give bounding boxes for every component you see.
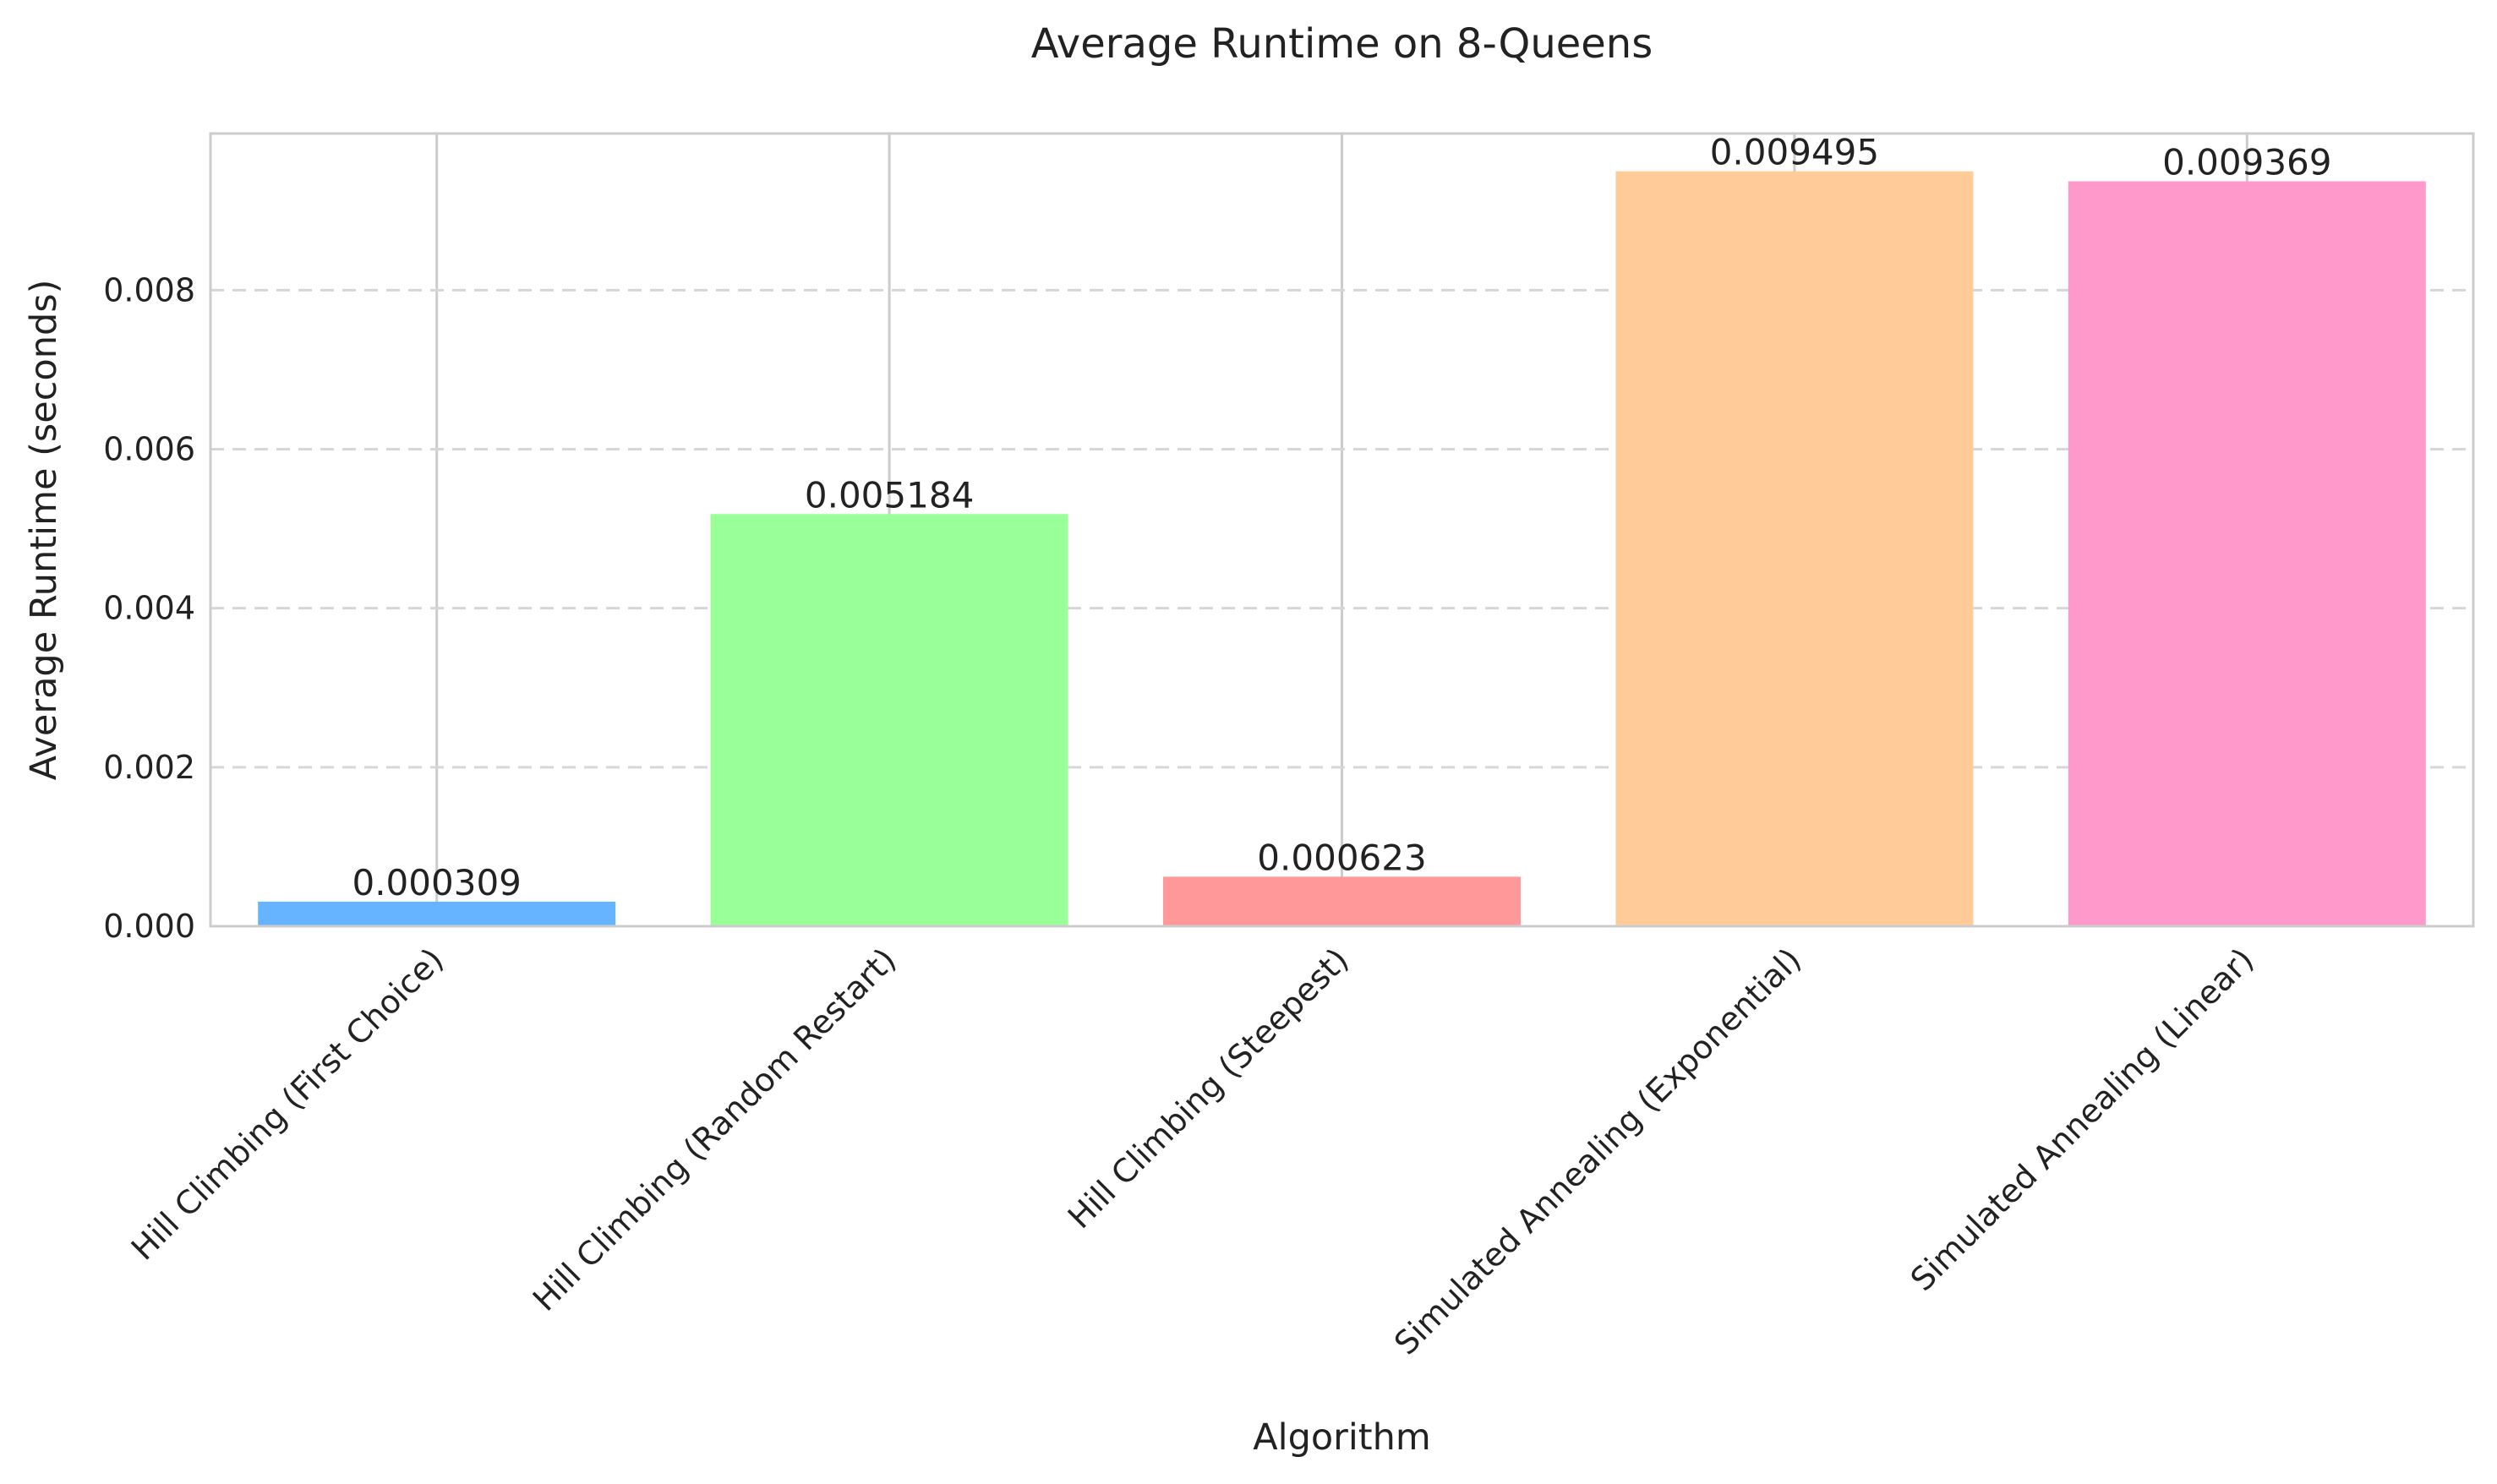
y-tick-label: 0.000: [103, 908, 195, 945]
y-axis-ticks: 0.000 0.002 0.004 0.006 0.008: [103, 271, 195, 945]
x-axis-ticks: Hill Climbing (First Choice) Hill Climbin…: [124, 941, 2261, 1361]
bar: [710, 514, 1068, 926]
value-label: 0.005184: [805, 474, 974, 516]
y-axis-label: Average Runtime (seconds): [23, 280, 65, 781]
y-tick-label: 0.002: [103, 749, 195, 786]
bars: [258, 171, 2426, 926]
bar: [2068, 181, 2426, 926]
bar: [1615, 171, 1974, 926]
x-tick-label: Hill Climbing (Steepest): [1061, 941, 1356, 1236]
bar: [1163, 876, 1521, 926]
plot-frame: [209, 132, 2475, 928]
x-tick-label: Simulated Annealing (Linear): [1904, 941, 2261, 1298]
y-tick-label: 0.008: [103, 271, 195, 308]
x-tick-label: Hill Climbing (First Choice): [124, 941, 451, 1267]
value-label: 0.009369: [2162, 142, 2331, 183]
x-axis-label: Algorithm: [1253, 1416, 1431, 1459]
value-label: 0.000309: [352, 862, 521, 903]
y-tick-label: 0.004: [103, 590, 195, 627]
value-labels: 0.000309 0.005184 0.000623 0.009495 0.009369: [352, 132, 2331, 903]
value-label: 0.000623: [1257, 837, 1426, 878]
y-tick-label: 0.006: [103, 431, 195, 468]
chart-title: Average Runtime on 8-Queens: [1031, 20, 1653, 68]
x-tick-label: Hill Climbing (Random Restart): [526, 941, 904, 1318]
bar: [258, 901, 616, 926]
x-tick-label: Simulated Annealing (Exponential): [1387, 941, 1808, 1361]
value-label: 0.009495: [1710, 132, 1879, 173]
